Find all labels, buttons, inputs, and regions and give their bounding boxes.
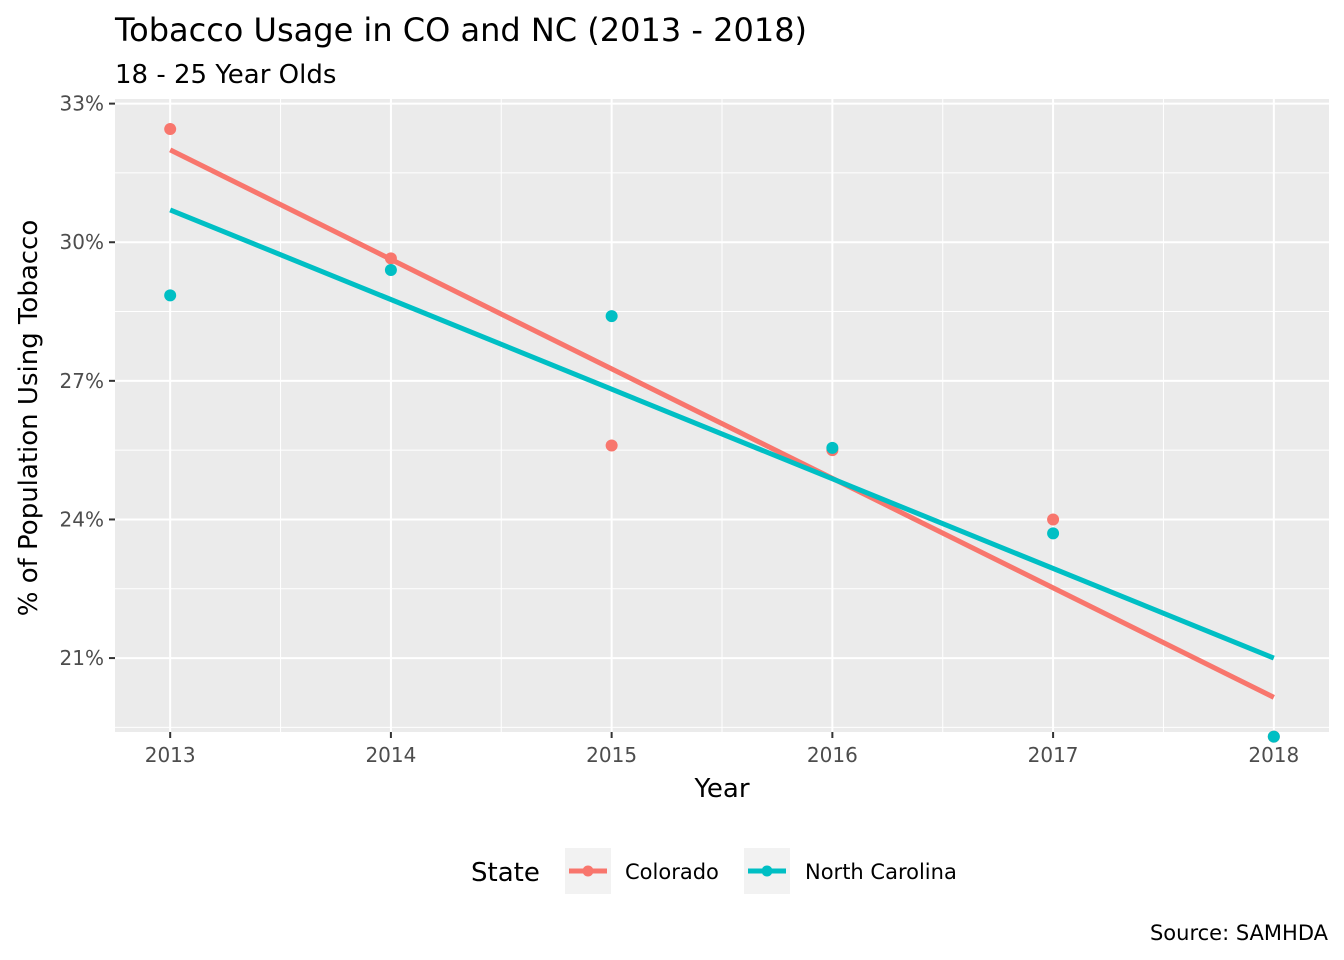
y-tick-label: 33% <box>60 92 104 116</box>
data-point-north-carolina <box>164 289 177 302</box>
legend: State Colorado North Carolina <box>471 848 957 894</box>
data-point-north-carolina <box>1047 527 1060 540</box>
y-tick-label: 30% <box>60 230 104 254</box>
trend-line-north-carolina <box>169 207 1275 661</box>
y-axis-title: % of Population Using Tobacco <box>14 220 44 617</box>
trend-lines <box>169 147 1275 700</box>
legend-point-colorado <box>582 865 594 877</box>
chart-title: Tobacco Usage in CO and NC (2013 - 2018) <box>114 11 807 49</box>
legend-item-north-carolina: North Carolina <box>744 848 957 894</box>
x-axis: 2013 2014 2015 2016 2017 2018 <box>145 732 1299 767</box>
x-tick-label: 2018 <box>1248 743 1299 767</box>
data-point-colorado <box>1047 513 1060 526</box>
grid-major <box>115 99 1329 732</box>
chart-caption: Source: SAMHDA <box>1150 921 1329 945</box>
x-tick-label: 2014 <box>365 743 416 767</box>
y-tick-label: 24% <box>60 507 104 531</box>
legend-title: State <box>471 858 540 888</box>
x-tick-label: 2015 <box>586 743 637 767</box>
x-tick-label: 2016 <box>807 743 858 767</box>
data-point-north-carolina <box>384 263 397 276</box>
grid-minor <box>115 99 1329 732</box>
data-point-colorado <box>384 252 397 265</box>
legend-item-colorado: Colorado <box>565 848 719 894</box>
data-point-colorado <box>605 439 618 452</box>
legend-point-north-carolina <box>761 865 773 877</box>
chart-subtitle: 18 - 25 Year Olds <box>115 60 336 90</box>
data-points <box>164 123 1280 743</box>
x-tick-label: 2017 <box>1028 743 1079 767</box>
data-point-colorado <box>164 123 177 136</box>
data-point-north-carolina <box>605 310 618 323</box>
y-tick-label: 27% <box>60 369 104 393</box>
x-axis-title: Year <box>693 774 749 804</box>
data-point-north-carolina <box>1267 730 1280 743</box>
y-tick-label: 21% <box>60 646 104 670</box>
data-point-north-carolina <box>826 441 839 454</box>
trend-line-colorado <box>169 147 1275 700</box>
y-axis: 21% 24% 27% 30% 33% <box>60 92 115 670</box>
x-tick-label: 2013 <box>145 743 196 767</box>
legend-label-colorado: Colorado <box>625 860 719 884</box>
legend-label-north-carolina: North Carolina <box>805 860 957 884</box>
